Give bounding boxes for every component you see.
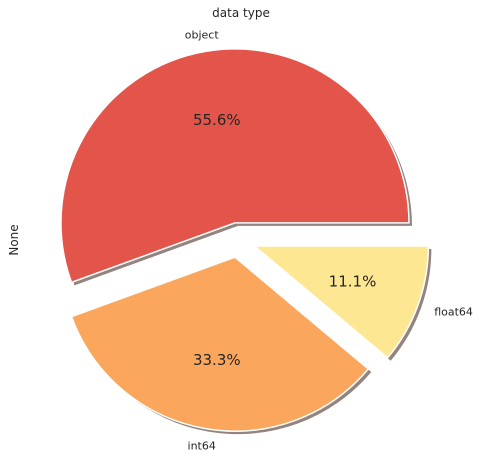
slice-label-int64: int64 [188, 440, 216, 453]
slice-object [60, 48, 410, 284]
slice-label-float64: float64 [434, 305, 473, 318]
slice-percent-object: 55.6% [193, 111, 241, 129]
slice-label-object: object [185, 28, 220, 41]
pie-labels: object 55.6% int64 33.3% float64 11.1% [185, 28, 473, 452]
slice-percent-float64: 11.1% [329, 273, 377, 291]
pie-slices [60, 48, 430, 432]
slice-percent-int64: 33.3% [193, 351, 241, 369]
slice-int64 [70, 256, 370, 432]
slice-float64 [253, 245, 430, 359]
y-axis-label: None [7, 224, 21, 255]
chart-title: data type [212, 6, 270, 20]
